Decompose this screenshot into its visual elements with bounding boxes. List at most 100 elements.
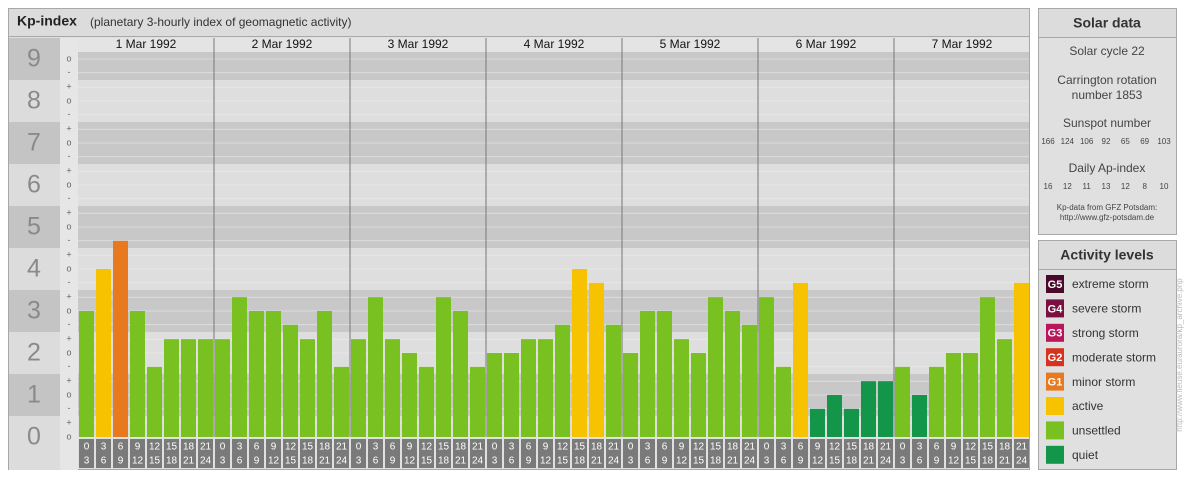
side-url[interactable]: http://www.fleuse.eu/aurora/kp_archive.p… — [1175, 278, 1184, 432]
x-tick-label: 6 — [101, 456, 107, 467]
y-tick-label: 5 — [27, 213, 41, 241]
x-tick-label: 3 — [645, 442, 651, 453]
y-band — [9, 248, 60, 290]
bar — [912, 395, 927, 437]
x-tick-label: 9 — [390, 456, 396, 467]
x-tick-label: 12 — [557, 442, 569, 453]
ap-value: 12 — [1121, 182, 1130, 191]
hour-box — [997, 439, 1012, 468]
x-tick-label: 15 — [982, 442, 994, 453]
y-band — [9, 80, 60, 122]
x-tick-label: 21 — [727, 456, 739, 467]
x-tick-label: 12 — [404, 456, 416, 467]
x-tick-label: 21 — [183, 456, 195, 467]
hour-box — [572, 439, 587, 468]
bar — [691, 353, 706, 437]
bar — [521, 339, 536, 437]
x-tick-label: 6 — [781, 456, 787, 467]
activity-title: Activity levels — [1060, 247, 1154, 263]
y-band — [9, 332, 60, 374]
bar — [283, 324, 298, 437]
sunspot-value: 65 — [1121, 137, 1130, 146]
x-tick-label: 21 — [200, 442, 212, 453]
y-tick-label: 2 — [27, 339, 41, 367]
minor-tick-label: + — [66, 124, 71, 134]
bar — [827, 395, 842, 437]
hour-box — [164, 439, 179, 468]
x-tick-label: 18 — [591, 442, 603, 453]
carrington: Carrington rotation — [1057, 73, 1156, 87]
x-tick-label: 15 — [166, 442, 178, 453]
minor-tick-label: o — [66, 137, 71, 147]
x-tick-label: 6 — [237, 456, 243, 467]
hour-box — [317, 439, 332, 468]
y-band — [9, 374, 60, 416]
hour-box — [402, 439, 417, 468]
bar — [929, 366, 944, 437]
x-tick-label: 3 — [237, 442, 243, 453]
x-tick-label: 21 — [336, 442, 348, 453]
x-tick-label: 18 — [302, 456, 314, 467]
x-tick-label: 9 — [135, 442, 141, 453]
minor-tick-label: o — [66, 263, 71, 273]
x-tick-label: 9 — [254, 456, 260, 467]
hour-box — [300, 439, 315, 468]
hour-box — [215, 439, 230, 468]
bar — [504, 353, 519, 437]
x-tick-label: 24 — [744, 456, 756, 467]
minor-tick-label: + — [66, 292, 71, 302]
bar — [96, 269, 111, 437]
bar — [708, 297, 723, 437]
hour-box — [759, 439, 774, 468]
level-label: strong storm — [1072, 326, 1139, 340]
sunspot-value: 166 — [1041, 137, 1055, 146]
hour-box — [334, 439, 349, 468]
source-url[interactable]: http://www.gfz-potsdam.de — [1060, 213, 1155, 222]
x-tick-label: 21 — [591, 456, 603, 467]
ap-value: 16 — [1044, 182, 1053, 191]
x-tick-label: 9 — [934, 456, 940, 467]
x-tick-label: 0 — [84, 442, 90, 453]
hour-box — [249, 439, 264, 468]
minor-tick-label: o — [66, 305, 71, 315]
bar — [555, 324, 570, 437]
minor-tick-label: o — [66, 389, 71, 399]
bar — [419, 366, 434, 437]
x-tick-label: 18 — [574, 456, 586, 467]
x-tick-label: 21 — [880, 442, 892, 453]
minor-tick-label: - — [68, 361, 71, 371]
x-tick-label: 6 — [509, 456, 515, 467]
date-label: 5 Mar 1992 — [660, 37, 721, 51]
bar — [776, 366, 791, 437]
hour-box — [657, 439, 672, 468]
hour-box — [963, 439, 978, 468]
sunspot-value: 103 — [1157, 137, 1171, 146]
minor-tick-label: o — [66, 179, 71, 189]
x-tick-label: 9 — [407, 442, 413, 453]
hour-box — [436, 439, 451, 468]
sunspot-value: 106 — [1080, 137, 1094, 146]
date-label: 6 Mar 1992 — [796, 37, 857, 51]
x-tick-label: 18 — [183, 442, 195, 453]
bar — [538, 339, 553, 437]
hour-box — [368, 439, 383, 468]
bar — [147, 366, 162, 437]
x-tick-label: 21 — [744, 442, 756, 453]
y-tick-label: 1 — [27, 381, 41, 409]
hour-box — [96, 439, 111, 468]
x-tick-label: 21 — [472, 442, 484, 453]
level-badge: G3 — [1048, 328, 1063, 340]
bar — [725, 311, 740, 437]
bar — [1014, 282, 1029, 437]
x-tick-label: 9 — [543, 442, 549, 453]
x-tick-label: 9 — [662, 456, 668, 467]
ap-value: 10 — [1160, 182, 1169, 191]
x-tick-label: 0 — [220, 442, 226, 453]
hour-box — [181, 439, 196, 468]
level-label: minor storm — [1072, 375, 1135, 389]
x-tick-label: 6 — [390, 442, 396, 453]
source: Kp-data from GFZ Potsdam: — [1057, 203, 1157, 212]
x-tick-label: 15 — [846, 442, 858, 453]
bar — [79, 311, 94, 437]
x-tick-label: 0 — [356, 442, 362, 453]
